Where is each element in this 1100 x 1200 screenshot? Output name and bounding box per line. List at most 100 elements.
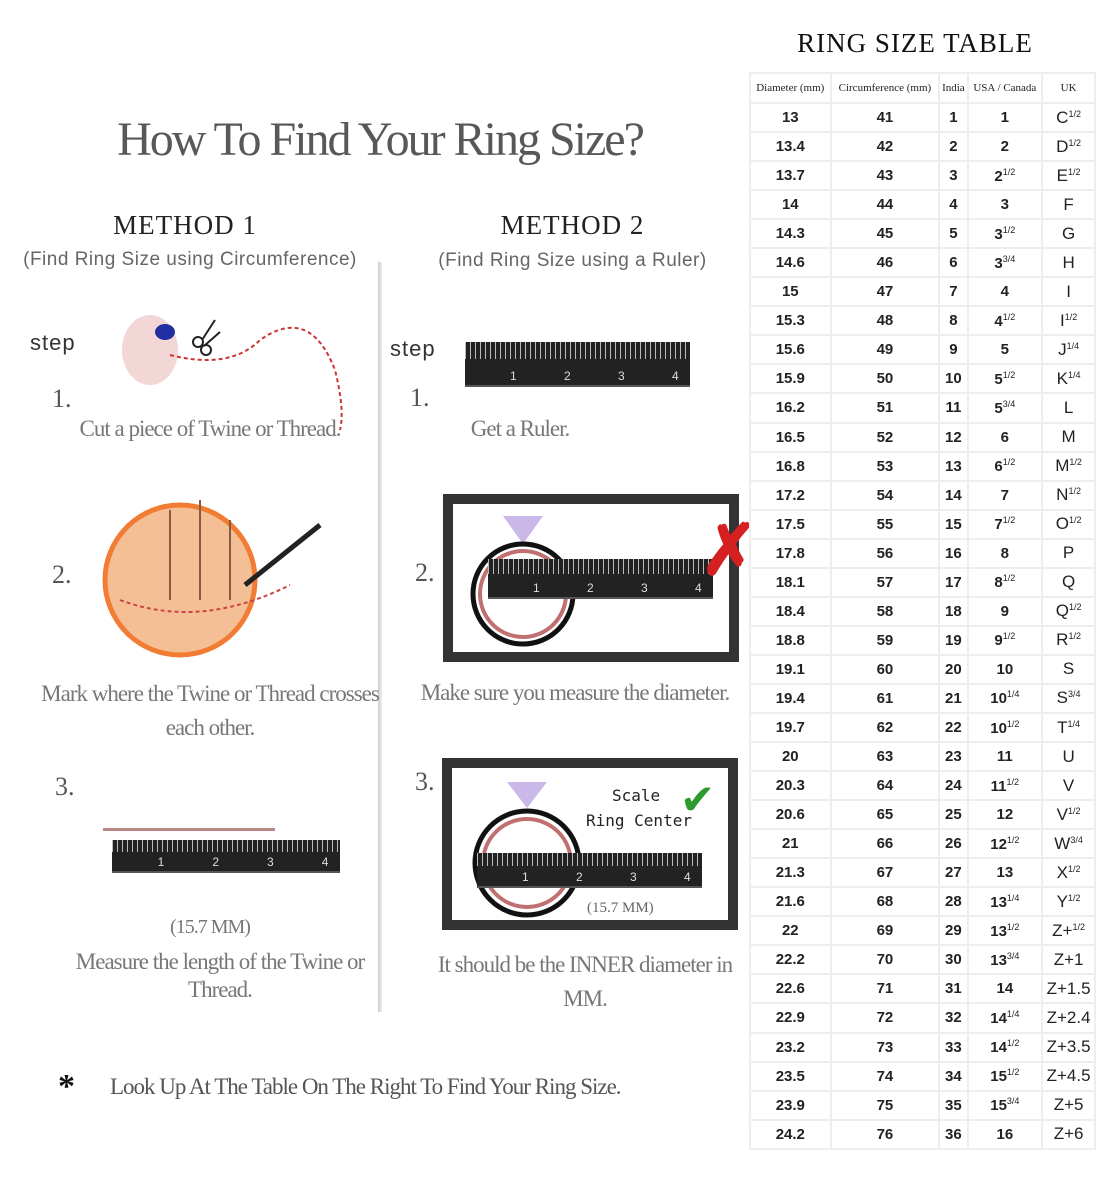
table-cell: 20.6 xyxy=(749,799,832,831)
cell-fraction: 1/4 xyxy=(1006,1008,1020,1019)
cell-value: 4 xyxy=(949,196,958,214)
table-cell: 29 xyxy=(938,915,969,947)
table-row: 20 63 23 11 U xyxy=(749,741,1096,773)
table-cell: 5 xyxy=(938,218,969,250)
table-cell: 26 xyxy=(938,828,969,860)
table-cell: C1/2 xyxy=(1041,101,1096,134)
table-cell: 51/2 xyxy=(966,363,1044,395)
table-row: 14.6 46 6 33/4 H xyxy=(749,247,1096,279)
cell-value: 23.2 xyxy=(775,1038,805,1056)
cell-value: 13 xyxy=(996,864,1014,882)
cell-value: 45 xyxy=(876,225,894,243)
cell-value: 11 xyxy=(990,777,1007,795)
ruler-tick-label: 4 xyxy=(321,855,329,869)
table-row: 18.1 57 17 81/2 Q xyxy=(749,566,1096,598)
cell-value: 58 xyxy=(876,602,894,620)
table-cell: 31 xyxy=(938,973,969,1005)
cell-value: 20 xyxy=(781,748,799,766)
table-cell: Z+1.5 xyxy=(1041,973,1096,1005)
cell-value: 21.6 xyxy=(775,893,805,911)
cell-value: O xyxy=(1055,514,1069,534)
table-cell: 20 xyxy=(938,653,969,685)
table-cell: 21 xyxy=(938,682,969,714)
cell-value: 30 xyxy=(945,951,962,969)
cell-value: C xyxy=(1056,107,1069,127)
cell-value: 33 xyxy=(945,1038,962,1056)
cell-value: 36 xyxy=(945,1125,962,1143)
cell-value: 21 xyxy=(781,835,799,853)
table-cell: 13.4 xyxy=(749,131,832,163)
cell-value: E xyxy=(1056,165,1068,185)
table-title: RING SIZE TABLE xyxy=(797,28,1033,58)
cell-value: 23 xyxy=(945,748,962,766)
cell-value: 15 xyxy=(781,283,799,301)
table-cell: 7 xyxy=(938,276,969,308)
cell-fraction: 1/2 xyxy=(1069,457,1082,468)
cell-value: 6 xyxy=(994,458,1003,476)
table-cell: 6 xyxy=(938,247,969,279)
cell-value: 10 xyxy=(945,370,962,388)
cell-value: 9 xyxy=(1000,602,1009,620)
cell-fraction: 1/2 xyxy=(1002,369,1016,380)
table-row: 18.8 59 19 91/2 R1/2 xyxy=(749,624,1096,656)
cell-fraction: 3/4 xyxy=(1006,1096,1020,1107)
table-cell: Z+6 xyxy=(1041,1118,1096,1150)
table-cell: 63 xyxy=(829,741,941,773)
cell-fraction: 1/2 xyxy=(1002,515,1016,526)
divider xyxy=(378,262,382,1012)
cell-value: 8 xyxy=(1000,544,1009,562)
cell-value: Z+5 xyxy=(1053,1095,1084,1115)
cell-value: 19.7 xyxy=(775,719,805,736)
table-cell: 101/4 xyxy=(966,682,1044,714)
table-cell: Q1/2 xyxy=(1041,595,1096,627)
table-cell: 133/4 xyxy=(966,944,1044,976)
table-cell: 18.4 xyxy=(749,595,832,627)
cell-value: 10 xyxy=(990,719,1007,737)
cell-value: 12 xyxy=(996,806,1014,824)
table-cell: 141/4 xyxy=(966,1002,1044,1034)
footer-note: Look Up At The Table On The Right To Fin… xyxy=(110,1074,622,1099)
cell-value: 31 xyxy=(945,980,962,998)
ruler-tick-label: 2 xyxy=(212,855,219,869)
table-cell: 6 xyxy=(966,421,1044,453)
table-cell: 51 xyxy=(829,392,941,424)
cell-value: 13 xyxy=(781,109,799,127)
cell-value: Z+1.5 xyxy=(1046,978,1091,998)
cell-value: 17.5 xyxy=(775,515,805,533)
cell-value: 13 xyxy=(990,922,1007,940)
step-number: 1. xyxy=(52,384,72,413)
cell-value: 65 xyxy=(876,806,894,824)
table-row: 15.3 48 8 41/2 I1/2 xyxy=(749,305,1096,337)
table-cell: 22.2 xyxy=(749,944,832,976)
measure-value: (15.7 MM) xyxy=(587,900,654,916)
cell-value: 18.4 xyxy=(775,602,805,620)
table-cell: 12 xyxy=(938,421,969,453)
cell-fraction: 1/2 xyxy=(1067,892,1081,903)
cell-value: 28 xyxy=(945,893,962,911)
cell-value: V xyxy=(1056,804,1068,824)
table-cell: 41 xyxy=(829,101,941,134)
table-cell: 19.4 xyxy=(749,682,832,714)
table-row: 17.8 56 16 8 P xyxy=(749,537,1096,569)
table-cell: 153/4 xyxy=(966,1089,1044,1121)
table-cell: 76 xyxy=(829,1118,941,1150)
table-cell: 36 xyxy=(938,1118,969,1150)
cell-value: 20 xyxy=(945,660,962,678)
table-cell: 48 xyxy=(829,305,941,337)
ruler-tick-label: 3 xyxy=(267,855,274,869)
table-cell: 47 xyxy=(829,276,941,308)
cell-value: 49 xyxy=(876,341,894,359)
table-cell: 16.8 xyxy=(749,450,832,482)
cell-value: 2 xyxy=(994,167,1003,185)
table-cell: 69 xyxy=(829,915,941,947)
cell-value: Z+ xyxy=(1052,920,1073,940)
cell-value: 20.6 xyxy=(775,806,805,824)
table-cell: 8 xyxy=(938,305,969,337)
column-header: UK xyxy=(1041,72,1096,104)
cell-value: 7 xyxy=(994,516,1003,534)
table-cell: 62 xyxy=(829,711,941,744)
step-text: Cut a piece of Twine or Thread. xyxy=(79,416,342,441)
cell-value: 9 xyxy=(994,632,1003,650)
table-row: 17.2 54 14 7 N1/2 xyxy=(749,479,1096,511)
cell-value: 73 xyxy=(876,1038,894,1056)
